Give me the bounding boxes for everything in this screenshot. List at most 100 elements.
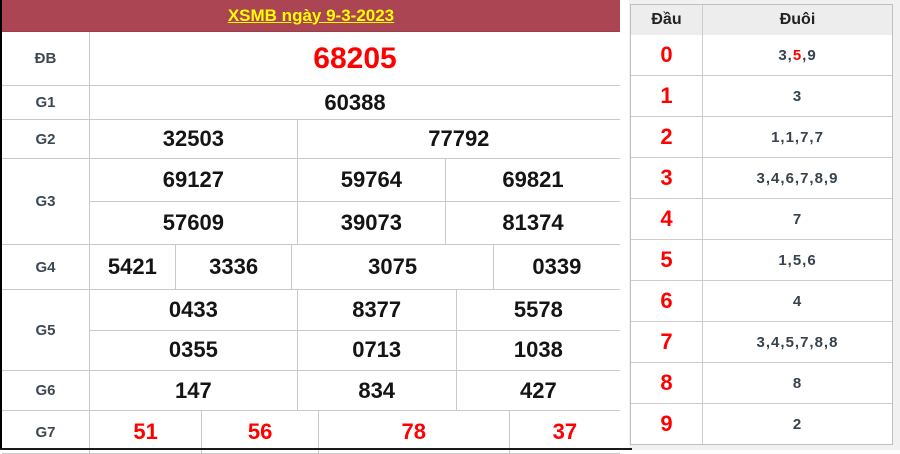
prize-row-content: 69127 59764 69821 57609 39073 81374: [90, 159, 620, 244]
prize-line: 68205: [90, 32, 620, 85]
prize-line: 69127 59764 69821: [90, 159, 620, 201]
prize-row-content: 68205: [90, 32, 620, 85]
tail-digit-text: 3,: [778, 46, 793, 64]
prize-row-content: 5421 3336 3075 0339: [90, 245, 620, 289]
prize-label: G1: [2, 86, 90, 119]
head-tail-row-3: 3 3,4,6,7,8,9: [631, 157, 892, 198]
prize-line: 60388: [90, 86, 620, 119]
tail-digit-text: 3: [792, 87, 803, 105]
prize-number: 68205: [313, 41, 397, 75]
tail-column-header: Đuôi: [779, 11, 816, 28]
prize-row-content: 60388: [90, 86, 620, 119]
prize-label: G3: [2, 159, 90, 244]
screen-left-edge: [0, 0, 2, 450]
prize-number: 0713: [296, 330, 456, 370]
prize-label: G4: [2, 245, 90, 289]
prize-row-g2: G2 32503 77792: [2, 120, 620, 159]
prize-number: 3075: [291, 245, 492, 289]
head-digit: 7: [631, 322, 703, 362]
tail-digit-text: 8: [792, 374, 803, 392]
tail-digits: 7: [703, 199, 892, 239]
prize-line: 57609 39073 81374: [90, 201, 620, 244]
prize-number: 37: [508, 411, 620, 453]
head-column-header: Đầu: [631, 5, 703, 35]
prize-row-content: 147 834 427: [90, 371, 620, 410]
head-tail-rows: 0 3, 5,9 1 3 2 1,1,7,7 3 3,4,6,7,8,9 4 7 5 1,5,6 6 4 7 3…: [631, 35, 892, 444]
prize-label: G5: [2, 290, 90, 370]
prize-row-g1: G1 60388: [2, 86, 620, 120]
prize-row-content: 32503 77792: [90, 120, 620, 158]
head-digit: 2: [631, 117, 703, 157]
tail-digits: 3,4,6,7,8,9: [703, 158, 892, 198]
tail-digits: 3, 5,9: [703, 35, 892, 75]
head-digit: 8: [631, 363, 703, 403]
head-digit: 9: [631, 404, 703, 444]
prize-row-content: 0433 8377 5578 0355 0713 1038: [90, 290, 620, 370]
head-tail-panel: Đầu Đuôi 0 3, 5,9 1 3 2 1,1,7,7 3 3,4,6,7,8,9 4 7 5…: [629, 0, 900, 450]
prize-line: 147 834 427: [90, 371, 620, 410]
results-title-bar: XSMB ngày 9-3-2023: [2, 0, 620, 32]
prize-label: ĐB: [2, 32, 90, 85]
head-tail-row-7: 7 3,4,5,7,8,8: [631, 321, 892, 362]
tail-digits: 2: [703, 404, 892, 444]
tail-digit-highlight: 5: [792, 46, 803, 64]
results-title-link[interactable]: XSMB ngày 9-3-2023: [227, 5, 395, 25]
prize-number: 427: [455, 371, 620, 410]
prize-line: 5421 3336 3075 0339: [90, 245, 620, 289]
tail-digit-text: 3,4,6,7,8,9: [756, 169, 839, 187]
prize-row-g4: G4 5421 3336 3075 0339: [2, 245, 620, 290]
tail-digits: 8: [703, 363, 892, 403]
prize-number: 1038: [455, 330, 620, 370]
tail-digit-text: 1,1,7,7: [771, 128, 824, 146]
prize-label: G7: [2, 411, 90, 453]
prize-row-content: 51 56 78 37: [90, 411, 620, 453]
head-digit: 1: [631, 76, 703, 116]
head-tail-row-0: 0 3, 5,9: [631, 35, 892, 75]
prize-number: 51: [133, 419, 158, 444]
prize-number: 59764: [296, 159, 445, 201]
head-digit: 6: [631, 281, 703, 321]
head-digit: 0: [631, 35, 703, 75]
screen-bottom-edge: [0, 448, 632, 450]
prize-number: 39073: [296, 202, 445, 244]
prize-line: 0355 0713 1038: [90, 329, 620, 370]
prize-row-g6: G6 147 834 427: [2, 371, 620, 411]
prize-number: 0355: [168, 337, 218, 363]
tail-digit-text: 4: [792, 292, 803, 310]
prize-number: 57609: [162, 210, 224, 235]
head-tail-row-5: 5 1,5,6: [631, 239, 892, 280]
prize-number: 8377: [296, 290, 456, 330]
prize-number: 834: [296, 371, 456, 410]
prize-line: 51 56 78 37: [90, 411, 620, 453]
prize-line: 32503 77792: [90, 120, 620, 158]
prize-row-đb: ĐB 68205: [2, 32, 620, 86]
tail-digit-text: 3,4,5,7,8,8: [756, 333, 839, 351]
prize-row-g3: G3 69127 59764 69821 57609 39073 81374: [2, 159, 620, 245]
prize-number: 32503: [162, 126, 224, 151]
prize-number: 56: [201, 411, 318, 453]
tail-digits: 1,1,7,7: [703, 117, 892, 157]
tail-digit-text: 2: [792, 415, 803, 433]
results-rows: ĐB 68205 G1 60388 G2 32503 77792 G3 69127 59764 69…: [2, 32, 620, 454]
tail-digit-text: ,9: [802, 46, 817, 64]
head-digit: 5: [631, 240, 703, 280]
head-digit: 4: [631, 199, 703, 239]
prize-number: 77792: [296, 120, 620, 158]
prize-number: 3336: [174, 245, 292, 289]
prize-number: 78: [317, 411, 509, 453]
prize-number: 0433: [168, 296, 218, 322]
prize-number: 69127: [162, 167, 224, 192]
tail-digits: 1,5,6: [703, 240, 892, 280]
prize-row-g7: G7 51 56 78 37: [2, 411, 620, 454]
tail-digits: 4: [703, 281, 892, 321]
tail-digit-text: 7: [792, 210, 803, 228]
prize-number: 5421: [107, 254, 157, 279]
tail-digits: 3,4,5,7,8,8: [703, 322, 892, 362]
prize-label: G2: [2, 120, 90, 158]
prize-number: 60388: [324, 89, 386, 115]
